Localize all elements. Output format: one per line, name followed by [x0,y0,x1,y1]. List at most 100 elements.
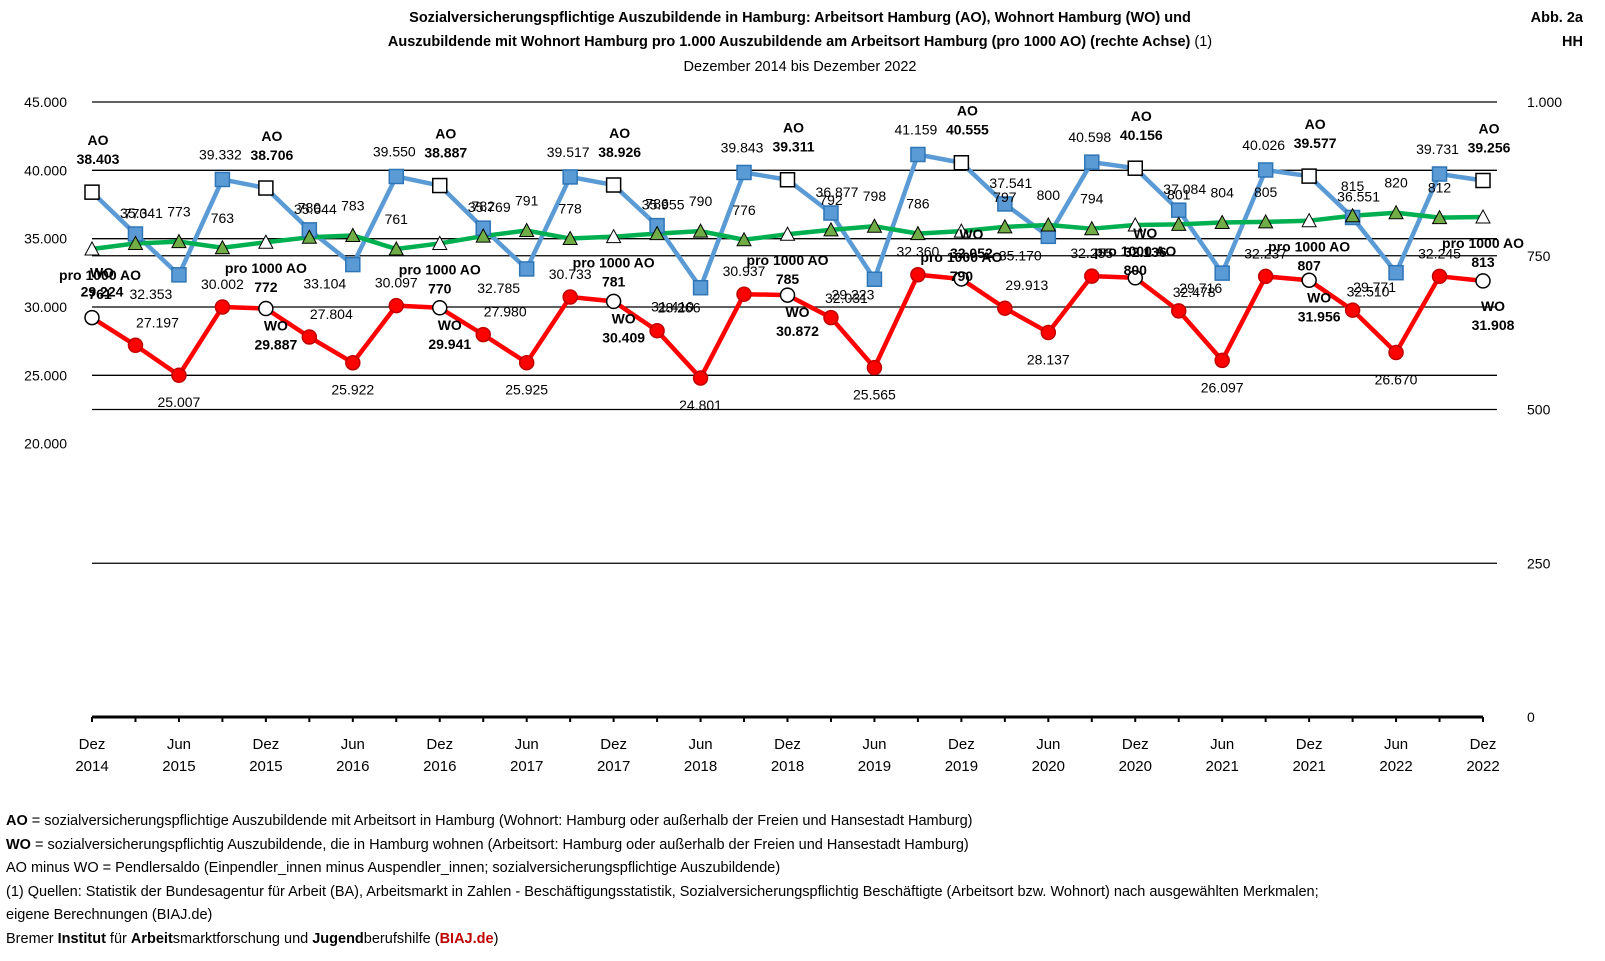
note-sources: (1) Quellen: Statistik der Bundesagentur… [6,883,1319,900]
ao-data-label: 40.555 [946,122,989,138]
chart-title-line-2-main: Auszubildende mit Wohnort Hamburg pro 1.… [387,34,1191,50]
ratio-data-label: 770 [428,280,452,296]
ratio-callout-label: pro 1000 AO [1442,235,1524,251]
ratio-data-label: 794 [1080,191,1104,207]
note-wo-definition: WO = sozialversicherungspflichtig Auszub… [6,836,969,853]
ao-callout-label: AO [435,126,456,142]
ao-data-label: 37.541 [989,175,1032,191]
ao-marker [910,146,926,163]
ratio-callout-label: pro 1000 AO [59,267,141,283]
wo-callout-label: WO [1307,289,1331,305]
wo-data-label: 27.197 [136,314,179,330]
x-tick-label: Dez [948,736,975,753]
ratio-data-label: 770 [124,205,148,221]
ratio-marker [518,222,535,238]
wo-marker [1040,324,1057,341]
ao-data-label: 39.517 [547,144,590,160]
ao-data-label: 39.256 [1468,140,1511,156]
ratio-data-label: 781 [602,274,626,290]
x-tick-label: Dez [774,736,801,753]
ratio-marker [258,234,274,249]
wo-marker [1214,352,1230,369]
ao-marker [736,164,752,181]
chart-notes: AO = sozialversicherungspflichtige Auszu… [6,810,1601,951]
x-tick-label: 2018 [771,758,804,775]
ao-data-label: 39.731 [1416,141,1459,157]
ratio-data-label: 785 [776,271,800,287]
ao-data-label: 35.341 [120,205,163,221]
ratio-marker [1344,207,1361,223]
ratio-data-label: 800 [1124,262,1148,278]
wo-marker [823,309,839,326]
ratio-data-label: 790 [689,193,713,209]
x-tick-label: Dez [79,736,106,753]
ratio-callout-label: pro 1000 AO [1094,243,1176,259]
wo-marker [953,271,970,287]
chart-title-line-1: Sozialversicherungspflichtige Auszubilde… [409,10,1191,26]
wo-callout-label: WO [612,310,636,326]
ao-marker [1388,264,1404,281]
ao-data-label: 32.510 [1347,284,1390,300]
ratio-data-label: 761 [385,211,409,227]
ao-data-label: 32.031 [825,290,868,306]
x-tick-label: 2017 [510,758,543,775]
wo-data-label: 32.136 [1124,244,1167,260]
ratio-marker [214,239,231,255]
ratio-callout-label: pro 1000 AO [225,260,307,276]
ao-marker [432,177,448,194]
region-label: HH [1562,34,1583,50]
x-tick-label: Dez [426,736,453,753]
ratio-marker [1301,212,1317,228]
wo-data-label: 32.052 [950,245,993,261]
ratio-marker [562,230,578,246]
wo-marker [127,337,144,354]
ratio-marker [1214,214,1231,230]
x-tick-label: 2017 [597,758,630,775]
ao-data-label: 39.550 [373,143,416,159]
ao-marker [953,154,970,171]
ratio-callout-label: pro 1000 AO [573,255,655,271]
wo-marker [736,286,752,302]
ratio-marker [1083,220,1100,236]
ao-data-label: 38.706 [250,147,293,163]
ratio-marker [692,223,709,238]
ao-data-label: 31.410 [651,299,694,315]
ao-data-label: 32.785 [477,280,520,296]
wo-marker [866,359,883,376]
ratio-marker [779,226,796,241]
wo-marker [171,367,187,383]
ao-marker [866,271,883,287]
ratio-marker [1170,216,1187,231]
wo-marker [692,370,709,386]
wo-data-label: 29.941 [428,336,471,352]
wo-data-label: 26.097 [1201,379,1244,395]
ratio-marker [301,229,318,244]
ao-data-label: 38.887 [424,145,467,161]
ao-marker [1257,162,1274,178]
wo-data-label: 30.409 [602,329,645,345]
wo-data-label: 29.223 [832,287,875,303]
ao-data-label: 40.026 [1242,137,1285,153]
note-ao-definition: AO = sozialversicherungspflichtige Auszu… [6,813,973,829]
ratio-marker [866,218,883,233]
ratio-data-label: 801 [1167,186,1191,202]
ratio-marker [431,235,448,250]
publisher-link[interactable]: BIAJ.de [439,930,494,947]
x-tick-label: 2020 [1032,758,1065,775]
ratio-data-label: 800 [1037,187,1061,203]
x-tick-label: 2016 [423,758,456,775]
ao-callout-label: AO [609,125,630,141]
ao-data-label: 37.084 [1163,181,1206,197]
x-tick-label: 2016 [336,758,369,775]
wo-marker [388,297,405,314]
wo-callout-label: WO [438,317,462,333]
footer-publisher: Bremer Institut für Arbeitsmarktforschun… [6,930,499,947]
ratio-marker [1040,216,1057,232]
ratio-data-label: 807 [1297,258,1321,274]
ao-marker [823,205,839,221]
wo-data-label: 25.565 [853,387,896,403]
ao-data-label: 39.332 [199,146,242,162]
note-own-calculations: eigene Berechnungen (BIAJ.de) [6,907,213,923]
ao-data-label: 32.478 [1173,284,1216,300]
ao-callout-label: AO [88,132,109,148]
